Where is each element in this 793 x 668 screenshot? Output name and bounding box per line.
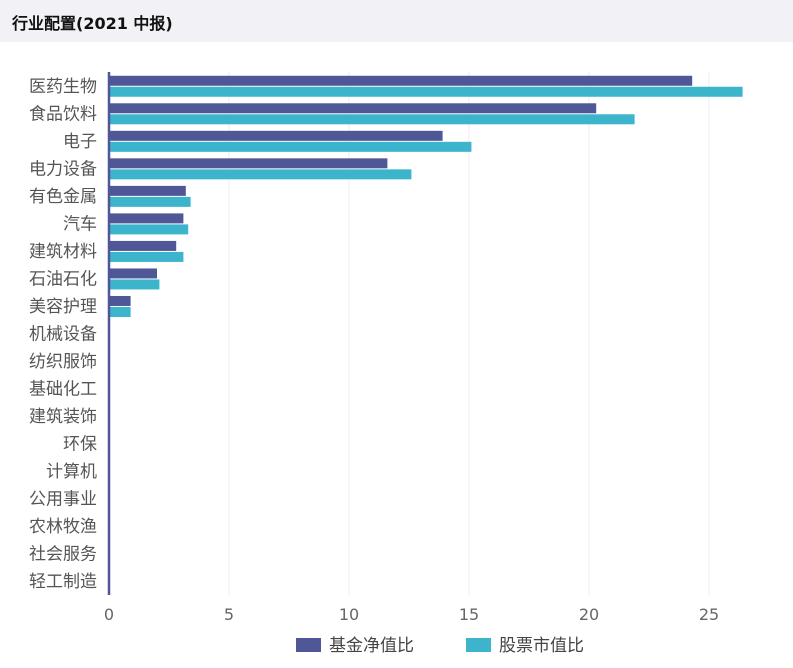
x-tick-label: 20 — [579, 605, 599, 624]
x-tick-label: 25 — [699, 605, 719, 624]
x-tick-label: 10 — [339, 605, 359, 624]
category-label: 轻工制造 — [29, 572, 97, 592]
category-label: 汽车 — [63, 214, 97, 234]
category-label: 医药生物 — [29, 77, 97, 97]
category-label: 纺织服饰 — [29, 352, 97, 372]
category-label: 社会服务 — [29, 545, 97, 565]
bar-stock-market-ratio — [109, 196, 191, 207]
category-label: 公用事业 — [29, 490, 97, 510]
bar-stock-market-ratio — [109, 251, 184, 262]
legend-swatch — [296, 638, 321, 652]
legend-label: 基金净值比 — [329, 636, 414, 656]
legend-label: 股票市值比 — [499, 636, 584, 656]
bar-fund-nav-ratio — [109, 240, 177, 251]
bar-fund-nav-ratio — [109, 295, 131, 306]
bar-stock-market-ratio — [109, 86, 743, 97]
x-tick-label: 15 — [459, 605, 479, 624]
bar-fund-nav-ratio — [109, 103, 597, 114]
category-label: 食品饮料 — [29, 104, 97, 124]
bar-fund-nav-ratio — [109, 75, 693, 86]
bar-fund-nav-ratio — [109, 158, 388, 169]
x-tick-label: 5 — [224, 605, 234, 624]
bar-fund-nav-ratio — [109, 268, 157, 279]
bar-stock-market-ratio — [109, 279, 160, 290]
panel-header: 行业配置(2021 中报) — [0, 0, 793, 42]
category-label: 农林牧渔 — [29, 517, 97, 537]
category-label: 基础化工 — [29, 380, 97, 400]
category-label: 有色金属 — [29, 187, 97, 207]
bar-stock-market-ratio — [109, 141, 472, 152]
category-label: 机械设备 — [29, 325, 97, 345]
bar-stock-market-ratio — [109, 169, 412, 180]
bar-stock-market-ratio — [109, 224, 189, 235]
legend-swatch — [466, 638, 491, 652]
category-label: 美容护理 — [29, 297, 97, 317]
category-label: 建筑装饰 — [29, 407, 97, 427]
bar-fund-nav-ratio — [109, 130, 443, 141]
category-label: 电子 — [63, 132, 97, 152]
category-label: 石油石化 — [29, 269, 97, 289]
bar-fund-nav-ratio — [109, 185, 186, 196]
panel-title: 行业配置(2021 中报) — [12, 14, 173, 33]
bar-fund-nav-ratio — [109, 213, 184, 224]
bar-stock-market-ratio — [109, 306, 131, 317]
category-label: 计算机 — [46, 462, 97, 482]
bar-stock-market-ratio — [109, 114, 635, 125]
category-label: 环保 — [63, 435, 97, 455]
category-label: 建筑材料 — [29, 242, 97, 262]
x-tick-label: 0 — [104, 605, 114, 624]
category-label: 电力设备 — [29, 159, 97, 179]
